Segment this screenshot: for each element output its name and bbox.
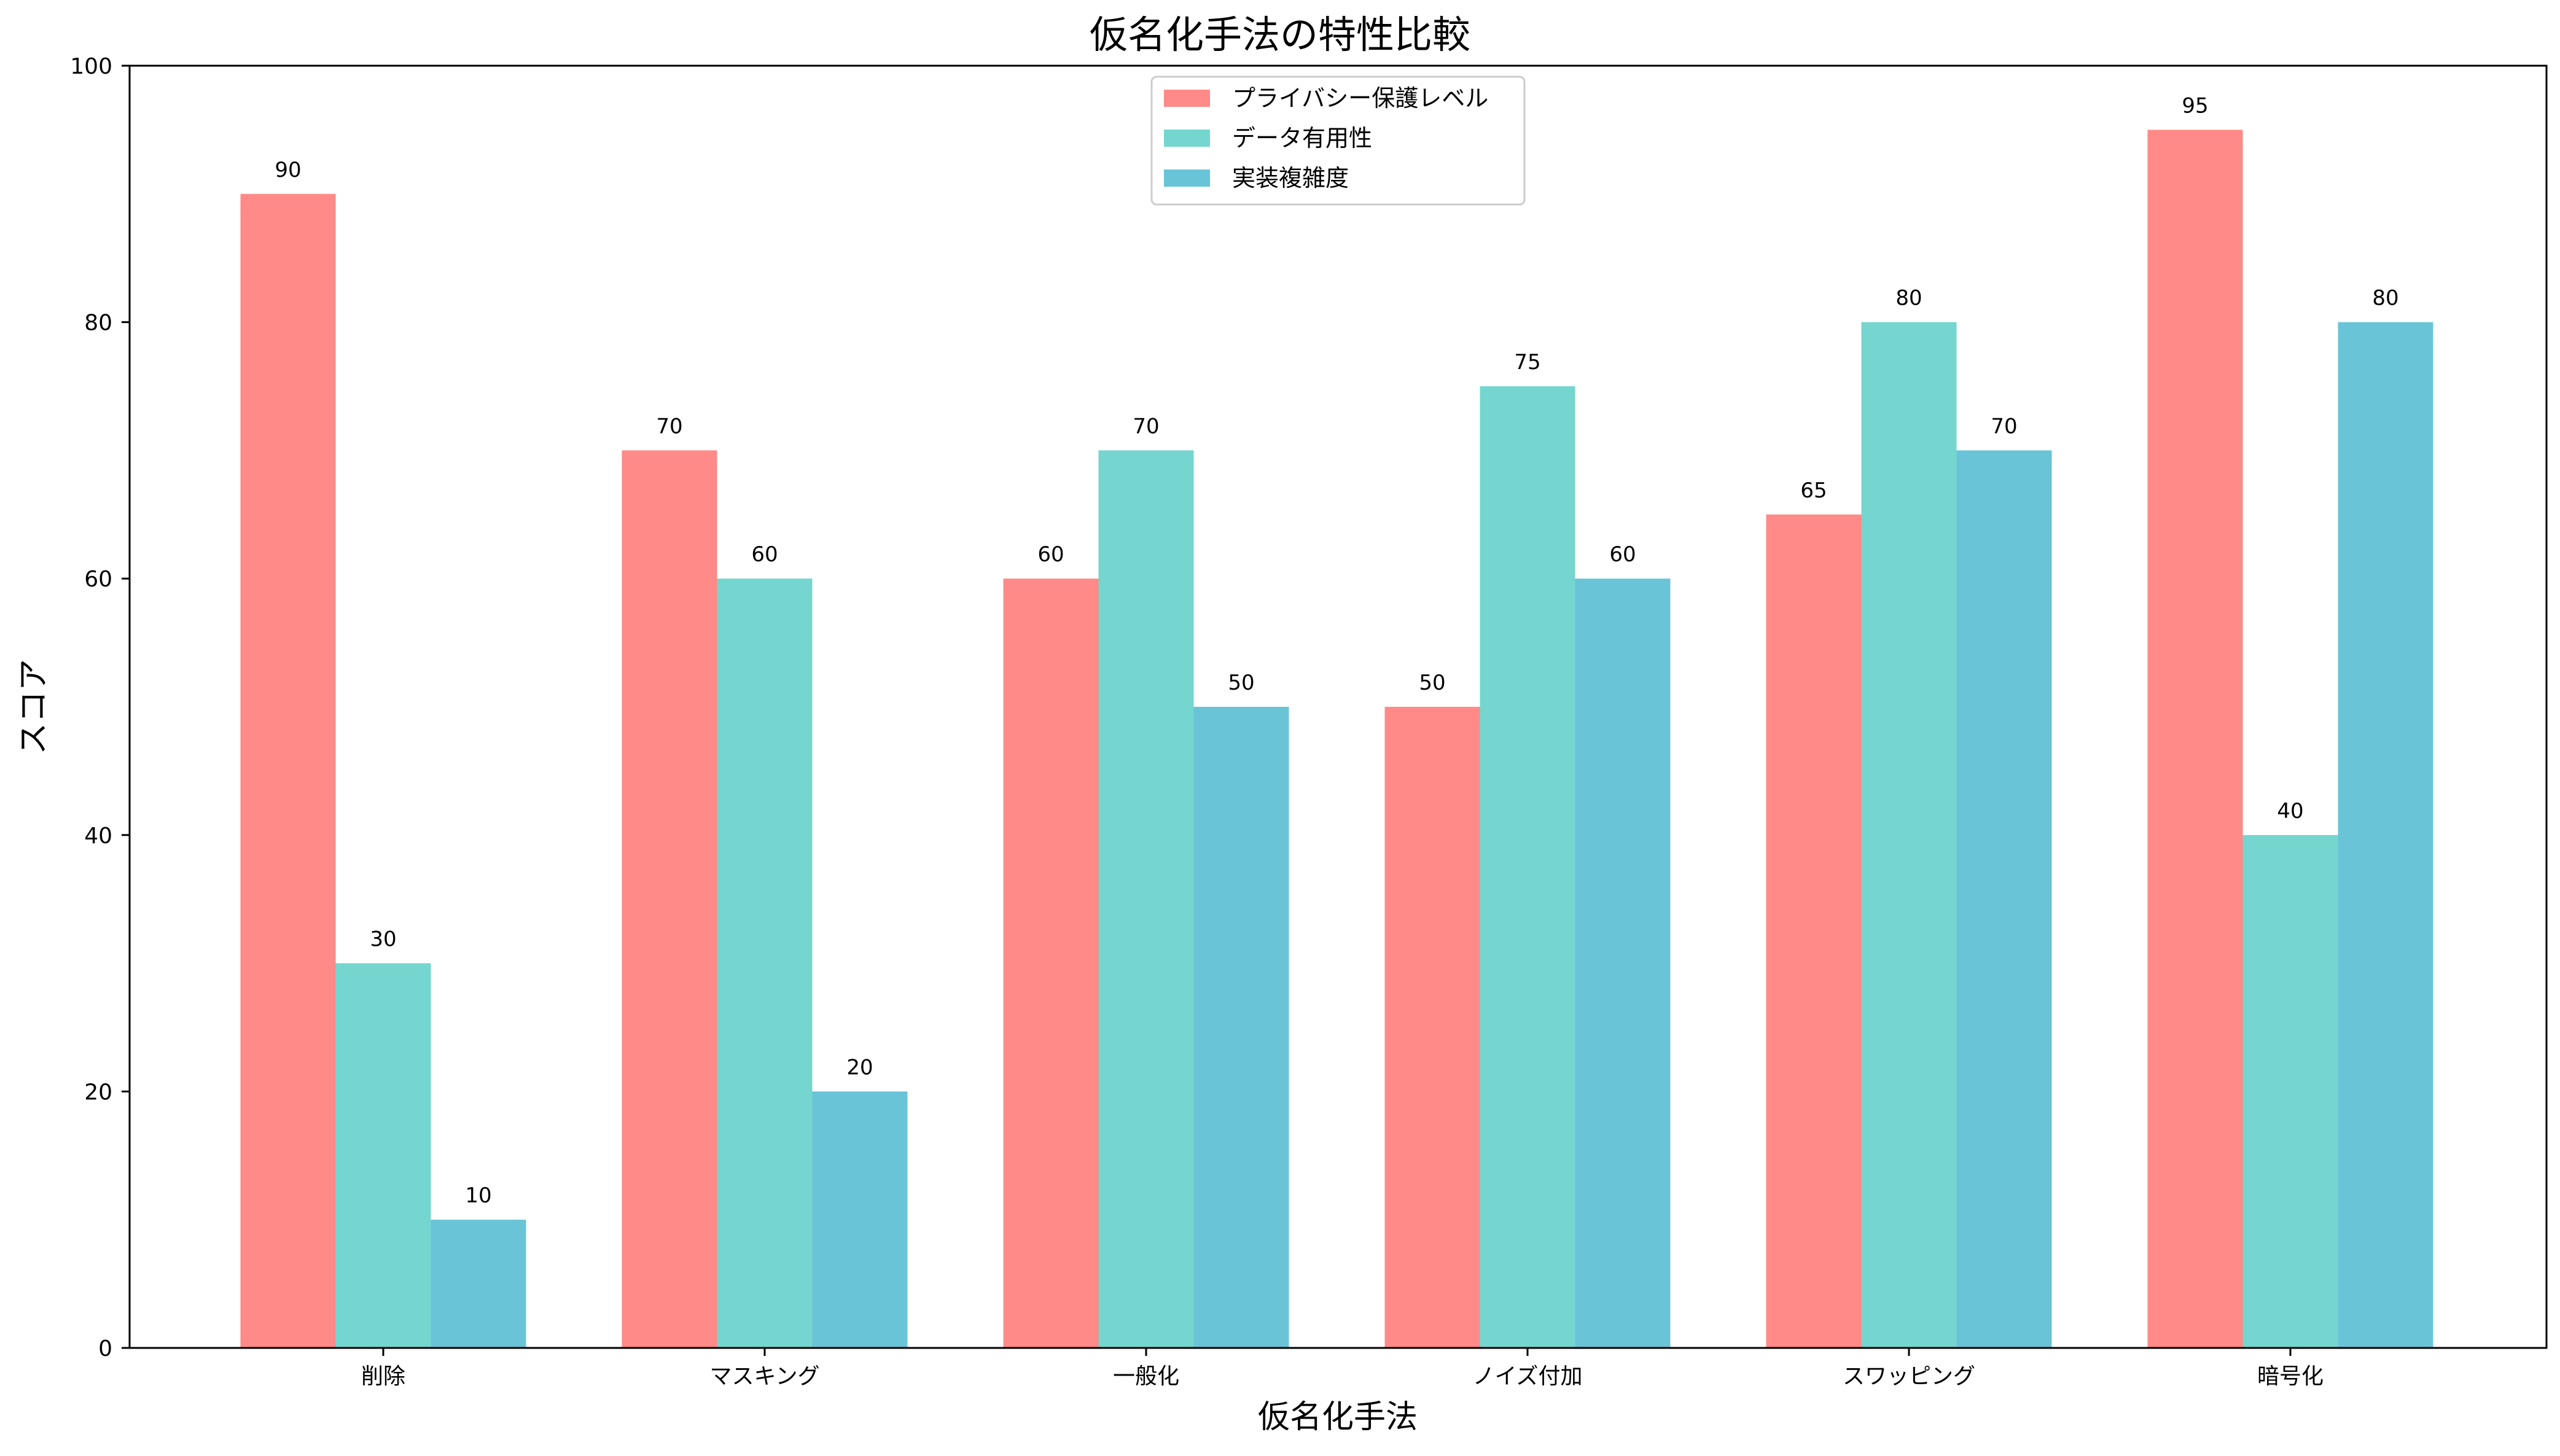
data-label-s1-c0: 30: [370, 927, 396, 952]
y-axis-label: スコア: [15, 659, 52, 755]
x-axis-ticks: 削除 マスキング 一般化 ノイズ付加 スワッピング 暗号化: [361, 1348, 2324, 1389]
bar-s0-c2: [1003, 578, 1099, 1349]
x-tick-label-1: マスキング: [710, 1364, 820, 1389]
data-label-s2-c5: 80: [2372, 286, 2398, 311]
data-label-s1-c5: 40: [2277, 799, 2303, 823]
data-label-s1-c2: 70: [1133, 414, 1159, 438]
bars-group: [240, 130, 2433, 1349]
data-label-s2-c1: 20: [846, 1055, 873, 1080]
bar-s0-c3: [1384, 707, 1480, 1348]
data-label-s1-c1: 60: [751, 542, 778, 567]
data-label-s0-c1: 70: [656, 414, 682, 438]
y-tick-label-1: 20: [84, 1080, 112, 1105]
x-axis-label: 仮名化手法: [1258, 1399, 1418, 1436]
data-label-s2-c3: 60: [1609, 542, 1636, 567]
bar-s1-c1: [717, 578, 813, 1349]
data-label-s0-c5: 95: [2182, 93, 2208, 118]
data-labels-group: 90 70 60 50 65 95 30 60 70 75 80 40 10 20 50 60 70 80: [275, 93, 2398, 1208]
y-tick-label-3: 60: [84, 567, 112, 592]
chart-title: 仮名化手法の特性比較: [1090, 12, 1470, 57]
x-tick-label-4: スワッピング: [1843, 1364, 1975, 1389]
bar-s1-c0: [335, 963, 431, 1348]
y-tick-label-5: 100: [70, 54, 112, 79]
x-tick-label-3: ノイズ付加: [1473, 1364, 1583, 1389]
x-tick-label-2: 一般化: [1113, 1364, 1179, 1389]
bar-s2-c4: [1956, 450, 2052, 1348]
legend-swatch-0: [1164, 90, 1210, 107]
bar-s0-c0: [240, 193, 336, 1348]
y-axis-ticks: 0 20 40 60 80 100: [70, 54, 130, 1361]
data-label-s1-c4: 80: [1895, 286, 1922, 311]
bar-s1-c5: [2242, 835, 2338, 1348]
data-label-s2-c2: 50: [1228, 671, 1254, 695]
data-label-s0-c0: 90: [275, 158, 301, 182]
bar-s2-c2: [1193, 707, 1289, 1348]
y-tick-label-0: 0: [98, 1336, 112, 1361]
data-label-s0-c4: 65: [1800, 478, 1827, 503]
bar-s2-c5: [2338, 322, 2433, 1348]
legend-swatch-2: [1164, 169, 1210, 187]
bar-s0-c1: [622, 450, 717, 1348]
bar-s2-c1: [812, 1091, 908, 1348]
bar-s1-c4: [1861, 322, 1957, 1348]
bar-s0-c5: [2147, 130, 2243, 1348]
plot-frame: [128, 64, 2548, 1349]
legend-label-0: プライバシー保護レベル: [1232, 85, 1488, 112]
bar-s0-c4: [1766, 514, 1862, 1348]
legend-label-2: 実装複雑度: [1232, 165, 1349, 192]
data-label-s1-c3: 75: [1514, 350, 1540, 375]
data-label-s2-c4: 70: [1991, 414, 2017, 438]
data-label-s0-c2: 60: [1037, 542, 1064, 567]
bar-s2-c3: [1575, 578, 1671, 1349]
data-label-s2-c0: 10: [465, 1183, 491, 1208]
y-tick-label-4: 80: [84, 311, 112, 336]
x-tick-label-5: 暗号化: [2257, 1364, 2324, 1389]
bar-s2-c0: [431, 1220, 526, 1348]
y-tick-label-2: 40: [84, 823, 112, 849]
legend-frame: [1150, 76, 1526, 206]
data-label-s0-c3: 50: [1419, 671, 1445, 695]
x-tick-label-0: 削除: [361, 1364, 405, 1389]
bar-s1-c3: [1480, 386, 1575, 1348]
legend-swatch-1: [1164, 130, 1210, 147]
legend-label-1: データ有用性: [1232, 125, 1372, 152]
bar-s1-c2: [1098, 450, 1194, 1348]
